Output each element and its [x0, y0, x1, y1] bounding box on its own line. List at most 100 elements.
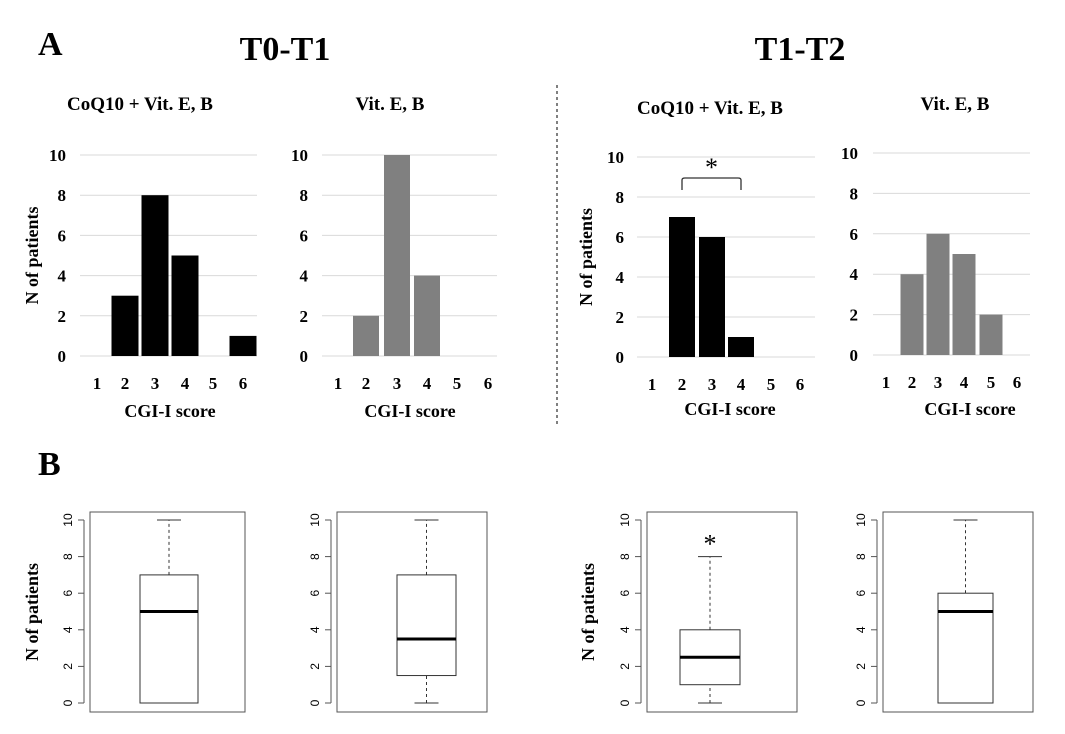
x-axis-label: CGI-I score: [124, 401, 215, 421]
x-tick-label: 4: [181, 374, 190, 393]
y-tick-label: 4: [854, 626, 868, 633]
significance-star: *: [704, 530, 717, 559]
panel-label-b: B: [38, 446, 61, 483]
x-tick-label: 4: [737, 375, 746, 394]
y-tick-label: 8: [618, 553, 632, 560]
significance-bracket: [681, 177, 742, 190]
x-tick-label: 3: [393, 374, 402, 393]
y-tick-label: 0: [61, 699, 75, 706]
bar-4: [171, 255, 199, 356]
bar-4: [952, 254, 976, 355]
plot-frame: [882, 511, 1034, 713]
x-tick-label: 2: [908, 373, 917, 392]
x-axis-label: CGI-I score: [924, 399, 1015, 419]
bar-3: [384, 155, 410, 356]
x-tick-label: 3: [934, 373, 943, 392]
plot-frame: [89, 511, 246, 713]
x-tick-label: 1: [93, 374, 102, 393]
bar-2: [900, 274, 924, 355]
x-tick-label: 3: [708, 375, 717, 394]
y-tick-label: 0: [616, 348, 625, 367]
y-tick-label: 10: [291, 146, 308, 165]
y-tick-label: 6: [850, 225, 859, 244]
y-tick-label: 2: [308, 663, 322, 670]
period-title-t1-t2: T1-T2: [755, 31, 846, 68]
y-tick-label: 8: [61, 553, 75, 560]
bar-2: [669, 217, 695, 357]
box-plot-6: 0 2 4 6 8 10: [308, 511, 488, 713]
bar-3: [699, 237, 725, 357]
x-axis-label: CGI-I score: [684, 399, 775, 419]
y-tick-label: 4: [616, 268, 625, 287]
y-tick-label: 6: [58, 226, 67, 245]
x-tick-label: 4: [423, 374, 432, 393]
chart-title: Vit. E, B: [356, 94, 425, 115]
y-tick-label: 2: [616, 308, 625, 327]
bar-6: [229, 335, 257, 356]
x-tick-label: 1: [882, 373, 891, 392]
x-tick-label: 4: [960, 373, 969, 392]
x-tick-label: 1: [648, 375, 657, 394]
y-tick-label: 4: [850, 265, 859, 284]
y-tick-label: 6: [854, 590, 868, 597]
box-plot-8: 0 2 4 6 8 10: [854, 511, 1034, 713]
iqr-box: [937, 592, 994, 704]
y-tick-label: 0: [854, 699, 868, 706]
y-tick-label: 10: [607, 148, 624, 167]
y-tick-label: 6: [300, 226, 309, 245]
x-tick-label: 5: [209, 374, 218, 393]
x-tick-label: 2: [362, 374, 371, 393]
y-tick-label: 0: [618, 699, 632, 706]
y-tick-label: 2: [850, 306, 859, 325]
y-axis-label: N of patients: [576, 208, 596, 306]
x-tick-label: 2: [121, 374, 130, 393]
x-tick-label: 5: [767, 375, 776, 394]
y-tick-label: 10: [854, 513, 868, 527]
bar-3: [141, 195, 169, 356]
iqr-box: [139, 574, 199, 704]
chart-title: CoQ10 + Vit. E, B: [637, 98, 783, 119]
x-tick-label: 5: [987, 373, 996, 392]
y-tick-label: 8: [58, 186, 67, 205]
y-axis-label: N of patients: [22, 563, 42, 661]
y-tick-label: 0: [58, 347, 67, 366]
y-tick-label: 2: [61, 663, 75, 670]
y-tick-label: 8: [616, 188, 625, 207]
x-tick-label: 6: [239, 374, 248, 393]
significance-star: *: [705, 153, 718, 182]
box-plot-7: 0 2 4 6 8 10 N of patients *: [578, 511, 798, 713]
y-tick-label: 2: [854, 663, 868, 670]
y-tick-label: 6: [618, 590, 632, 597]
y-tick-label: 8: [850, 184, 859, 203]
box-plot-5: 0 2 4 6 8 10 N of patients: [22, 511, 246, 713]
y-tick-label: 10: [618, 513, 632, 527]
y-tick-label: 8: [854, 553, 868, 560]
panel-label-a: A: [38, 26, 63, 63]
x-tick-label: 6: [484, 374, 493, 393]
y-tick-label: 4: [300, 267, 309, 286]
bar-2: [353, 315, 379, 356]
x-tick-label: 1: [334, 374, 343, 393]
y-tick-label: 10: [841, 144, 858, 163]
chart-title: CoQ10 + Vit. E, B: [67, 94, 213, 115]
y-tick-label: 4: [61, 626, 75, 633]
y-tick-label: 6: [308, 590, 322, 597]
plot-frame: [646, 511, 798, 713]
y-tick-label: 10: [61, 513, 75, 527]
y-tick-label: 4: [58, 267, 67, 286]
y-tick-label: 0: [308, 699, 322, 706]
bar-4: [728, 337, 754, 357]
x-tick-label: 6: [1013, 373, 1022, 392]
x-tick-label: 5: [453, 374, 462, 393]
chart-title: Vit. E, B: [921, 94, 990, 115]
y-tick-label: 0: [850, 346, 859, 365]
y-tick-label: 10: [49, 146, 66, 165]
y-axis-label: N of patients: [22, 207, 42, 305]
y-tick-label: 6: [61, 590, 75, 597]
y-tick-label: 4: [618, 626, 632, 633]
bar-4: [414, 275, 440, 356]
